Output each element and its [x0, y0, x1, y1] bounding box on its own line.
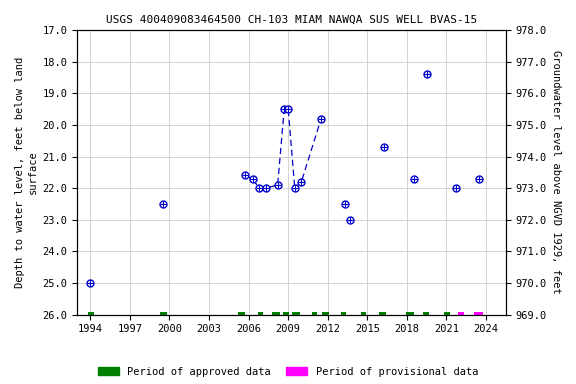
- Bar: [423, 312, 429, 317]
- Bar: [444, 312, 450, 317]
- Bar: [283, 312, 290, 317]
- Bar: [406, 312, 414, 317]
- Bar: [258, 312, 263, 317]
- Bar: [361, 312, 366, 317]
- Bar: [312, 312, 317, 317]
- Bar: [88, 312, 94, 317]
- Title: USGS 400409083464500 CH-103 MIAM NAWQA SUS WELL BVAS-15: USGS 400409083464500 CH-103 MIAM NAWQA S…: [106, 15, 477, 25]
- Legend: Period of approved data, Period of provisional data: Period of approved data, Period of provi…: [98, 367, 478, 377]
- Bar: [341, 312, 346, 317]
- Bar: [272, 312, 281, 317]
- Y-axis label: Groundwater level above NGVD 1929, feet: Groundwater level above NGVD 1929, feet: [551, 50, 561, 294]
- Bar: [458, 312, 464, 317]
- Bar: [292, 312, 300, 317]
- Y-axis label: Depth to water level, feet below land
surface: Depth to water level, feet below land su…: [15, 57, 38, 288]
- Bar: [323, 312, 329, 317]
- Bar: [160, 312, 167, 317]
- Bar: [379, 312, 386, 317]
- Bar: [238, 312, 245, 317]
- Bar: [474, 312, 483, 317]
